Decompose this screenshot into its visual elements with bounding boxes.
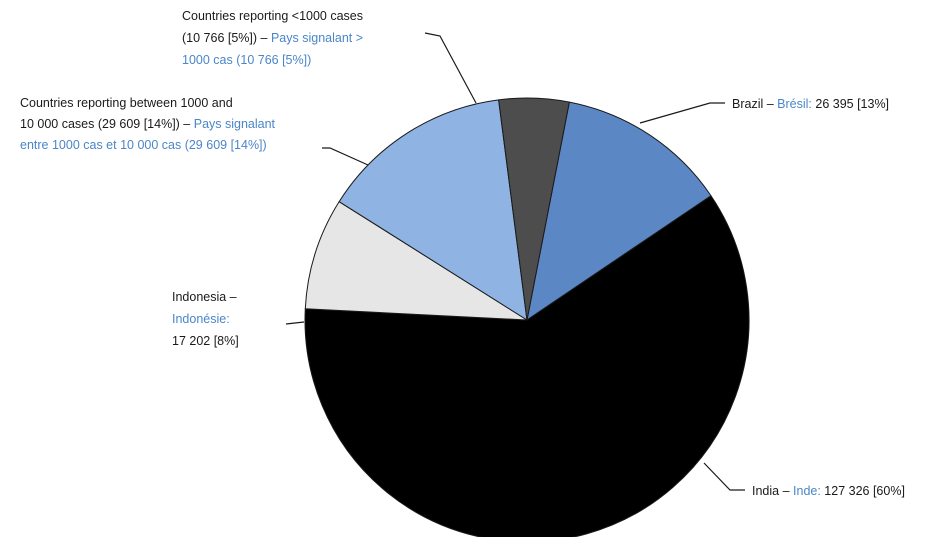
label-brazil-fr: Brésil: (777, 97, 812, 111)
leader-line-indonesia (285, 321, 305, 325)
pie-slice-india (304, 195, 750, 537)
label-small-line2: (10 766 [5%]) – Pays signalant > (182, 31, 363, 45)
label-mid-line2-en: 10 000 cases (29 609 [14%]) – (20, 117, 194, 131)
label-india-en: India – (752, 484, 793, 498)
label-mid-line3: entre 1000 cas et 10 000 cas (29 609 [14… (20, 138, 267, 152)
label-indonesia-line2: Indonésie: (172, 312, 230, 326)
leader-line-small (424, 32, 477, 104)
label-brazil-en: Brazil – (732, 97, 777, 111)
pie-slices (304, 97, 750, 537)
leader-line-brazil (639, 102, 725, 124)
label-small-line3: 1000 cas (10 766 [5%]) (182, 53, 311, 67)
label-mid-line1: Countries reporting between 1000 and (20, 96, 233, 110)
pie-slice-countries-reporting-between-1000-and-10-000-cases (338, 99, 528, 321)
label-brazil-value: 26 395 [13%] (812, 97, 889, 111)
label-indonesia-line3: 17 202 [8%] (172, 334, 239, 348)
pie-slice-brazil (526, 101, 712, 321)
pie-slice-countries-reporting-1000-cases (498, 97, 570, 321)
label-small-line2-fr: Pays signalant > (271, 31, 363, 45)
label-brazil: Brazil – Brésil: 26 395 [13%] (732, 97, 889, 111)
label-mid-line2-fr: Pays signalant (194, 117, 276, 131)
label-small-line1: Countries reporting <1000 cases (182, 9, 363, 23)
leader-line-mid (322, 147, 369, 166)
label-india: India – Inde: 127 326 [60%] (752, 484, 905, 498)
pie-slice-indonesia (304, 201, 528, 321)
label-india-fr: Inde: (793, 484, 821, 498)
label-india-value: 127 326 [60%] (821, 484, 905, 498)
label-indonesia-line1: Indonesia – (172, 290, 237, 304)
leader-line-india (703, 462, 745, 491)
label-mid-line2: 10 000 cases (29 609 [14%]) – Pays signa… (20, 117, 276, 131)
label-small-line2-en: (10 766 [5%]) – (182, 31, 271, 45)
leader-lines (285, 32, 745, 491)
